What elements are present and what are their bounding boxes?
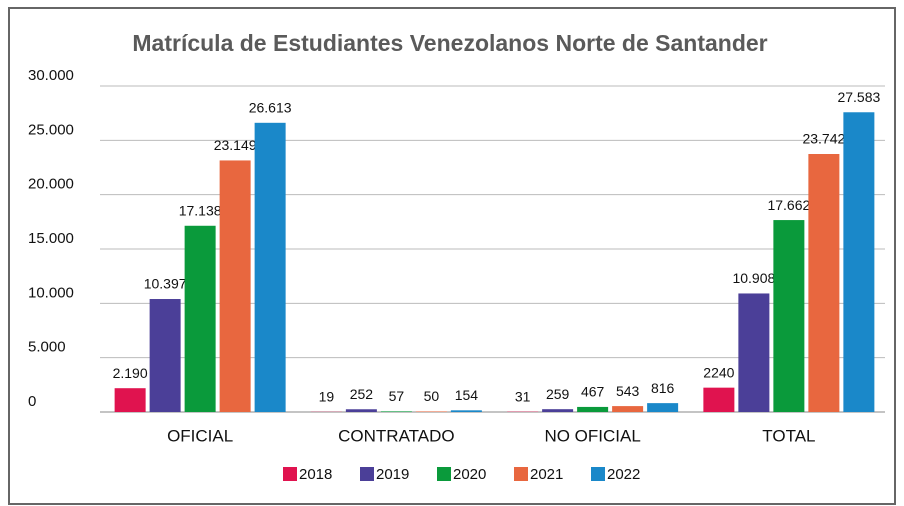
value-label: 57 [389, 388, 405, 404]
legend-label: 2019 [376, 466, 409, 483]
x-tick-label: OFICIAL [167, 426, 233, 445]
legend-swatch [437, 467, 451, 481]
y-tick-label: 25.000 [28, 121, 74, 138]
bar [773, 220, 805, 412]
bar [612, 406, 644, 412]
value-label: 27.583 [837, 89, 880, 105]
value-label: 467 [581, 384, 605, 400]
legend-swatch [514, 467, 528, 481]
value-label: 17.662 [767, 197, 810, 213]
bar [703, 387, 735, 412]
legend-label: 2021 [530, 466, 563, 483]
y-tick-label: 5.000 [28, 339, 66, 356]
value-label: 23.742 [802, 131, 845, 147]
bar [450, 410, 482, 412]
bar [114, 388, 146, 412]
value-label: 816 [651, 380, 675, 396]
bar [577, 406, 609, 412]
x-tick-label: CONTRATADO [338, 426, 454, 445]
legend-swatch [591, 467, 605, 481]
bar [542, 409, 574, 412]
value-label: 10.908 [732, 270, 775, 286]
bar [738, 293, 770, 412]
bar [647, 403, 679, 412]
value-label: 31 [515, 388, 531, 404]
bar [843, 112, 875, 412]
value-label: 10.397 [144, 276, 187, 292]
value-label: 252 [350, 386, 374, 402]
y-tick-label: 20.000 [28, 176, 74, 193]
chart-title: Matrícula de Estudiantes Venezolanos Nor… [132, 30, 767, 56]
legend-label: 2020 [453, 466, 486, 483]
legend-swatch [360, 467, 374, 481]
value-label: 2240 [703, 364, 734, 380]
bar [219, 160, 251, 412]
y-tick-label: 30.000 [28, 67, 74, 84]
value-label: 23.149 [214, 137, 257, 153]
value-label: 17.138 [179, 202, 222, 218]
bar [254, 122, 286, 413]
bar [149, 299, 181, 412]
value-label: 50 [424, 388, 440, 404]
frame [8, 7, 896, 505]
value-label: 26.613 [249, 100, 292, 116]
value-label: 19 [319, 388, 335, 404]
bar [415, 411, 447, 412]
value-label: 2.190 [113, 365, 148, 381]
bar [808, 154, 840, 412]
value-label: 259 [546, 386, 570, 402]
legend-label: 2018 [299, 466, 332, 483]
y-tick-label: 10.000 [28, 284, 74, 301]
y-tick-label: 0 [28, 393, 36, 410]
bar [380, 411, 412, 412]
bar [345, 409, 377, 412]
x-tick-label: TOTAL [762, 426, 815, 445]
x-tick-label: NO OFICIAL [544, 426, 640, 445]
bar [184, 225, 216, 412]
legend-label: 2022 [607, 466, 640, 483]
value-label: 154 [455, 387, 479, 403]
value-label: 543 [616, 383, 640, 399]
y-tick-label: 15.000 [28, 230, 74, 247]
legend-swatch [283, 467, 297, 481]
